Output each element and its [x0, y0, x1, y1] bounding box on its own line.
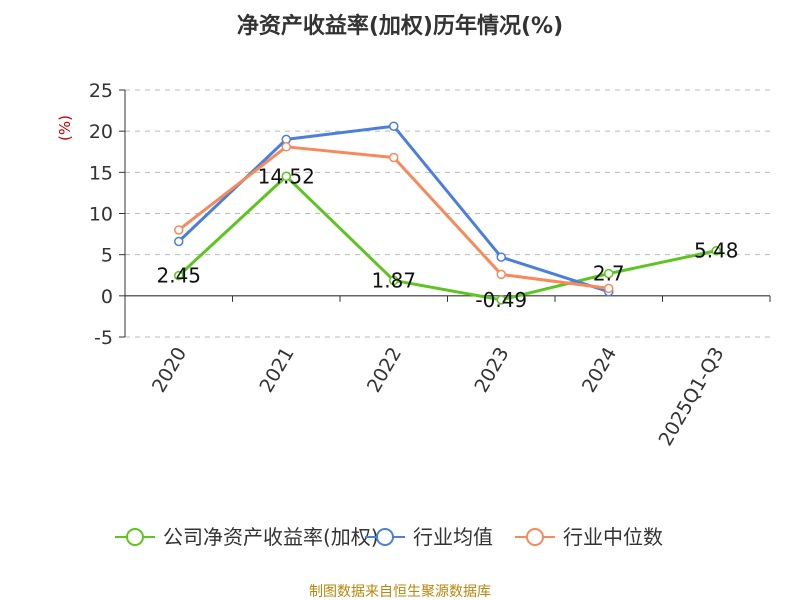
data-point-2 [496, 269, 506, 280]
x-tick-label: 2023 [470, 344, 513, 397]
data-point-2 [389, 152, 399, 163]
data-label: 14.52 [258, 164, 315, 188]
legend-label: 公司净资产收益率(加权) [163, 525, 379, 549]
legend-marker [526, 528, 544, 546]
data-point-1 [496, 252, 506, 262]
data-label: 2.7 [593, 262, 625, 286]
data-labels: 2.45 14.52 1.87 -0.49 2.7 5.48 [156, 164, 738, 312]
data-point-0 [389, 275, 399, 286]
y-tick-label: -5 [94, 327, 113, 349]
data-label: 1.87 [371, 268, 416, 292]
data-point-2 [604, 283, 614, 294]
data-point-2 [174, 225, 184, 235]
x-tick-label: 2024 [578, 344, 621, 397]
legend: 公司净资产收益率(加权) 行业均值 行业中位数 [115, 525, 663, 549]
data-point-1 [389, 121, 399, 131]
legend-label: 行业均值 [413, 525, 493, 549]
series-lines [174, 121, 721, 305]
y-tick-label: 5 [101, 245, 113, 267]
source-note: 制图数据来自恒生聚源数据库 [309, 584, 491, 600]
legend-label: 行业中位数 [563, 525, 663, 549]
series-line-1 [177, 124, 610, 294]
legend-item: 行业中位数 [515, 525, 663, 549]
legend-item: 行业均值 [365, 525, 493, 549]
y-tick-label: 15 [89, 162, 113, 184]
data-label: -0.49 [475, 288, 527, 312]
legend-item: 公司净资产收益率(加权) [115, 525, 379, 549]
data-point-1 [174, 236, 184, 247]
data-label: 5.48 [694, 239, 739, 263]
legend-marker [126, 528, 144, 546]
y-tick-label: 10 [89, 204, 113, 226]
data-label: 2.45 [156, 264, 201, 288]
data-point-0 [174, 270, 184, 281]
y-tick-label: 20 [89, 121, 113, 143]
x-tick-label: 2021 [255, 344, 298, 397]
x-tick-label: 2022 [363, 344, 406, 397]
y-axis-label: (%) [56, 115, 74, 141]
data-point-0 [281, 171, 291, 182]
x-tick-label: 2025Q1-Q3 [655, 344, 729, 450]
data-point-0 [604, 268, 614, 279]
data-point-2 [281, 142, 291, 152]
data-point-0 [711, 245, 721, 256]
series-line-0 [177, 174, 717, 302]
x-tick-label: 2020 [148, 344, 191, 397]
grid-lines [125, 89, 770, 338]
data-point-0 [496, 295, 506, 305]
legend-marker [376, 528, 394, 546]
y-tick-label: 25 [89, 80, 113, 102]
y-tick-label: 0 [101, 286, 113, 308]
chart-title: 净资产收益率(加权)历年情况(%) [237, 13, 563, 39]
